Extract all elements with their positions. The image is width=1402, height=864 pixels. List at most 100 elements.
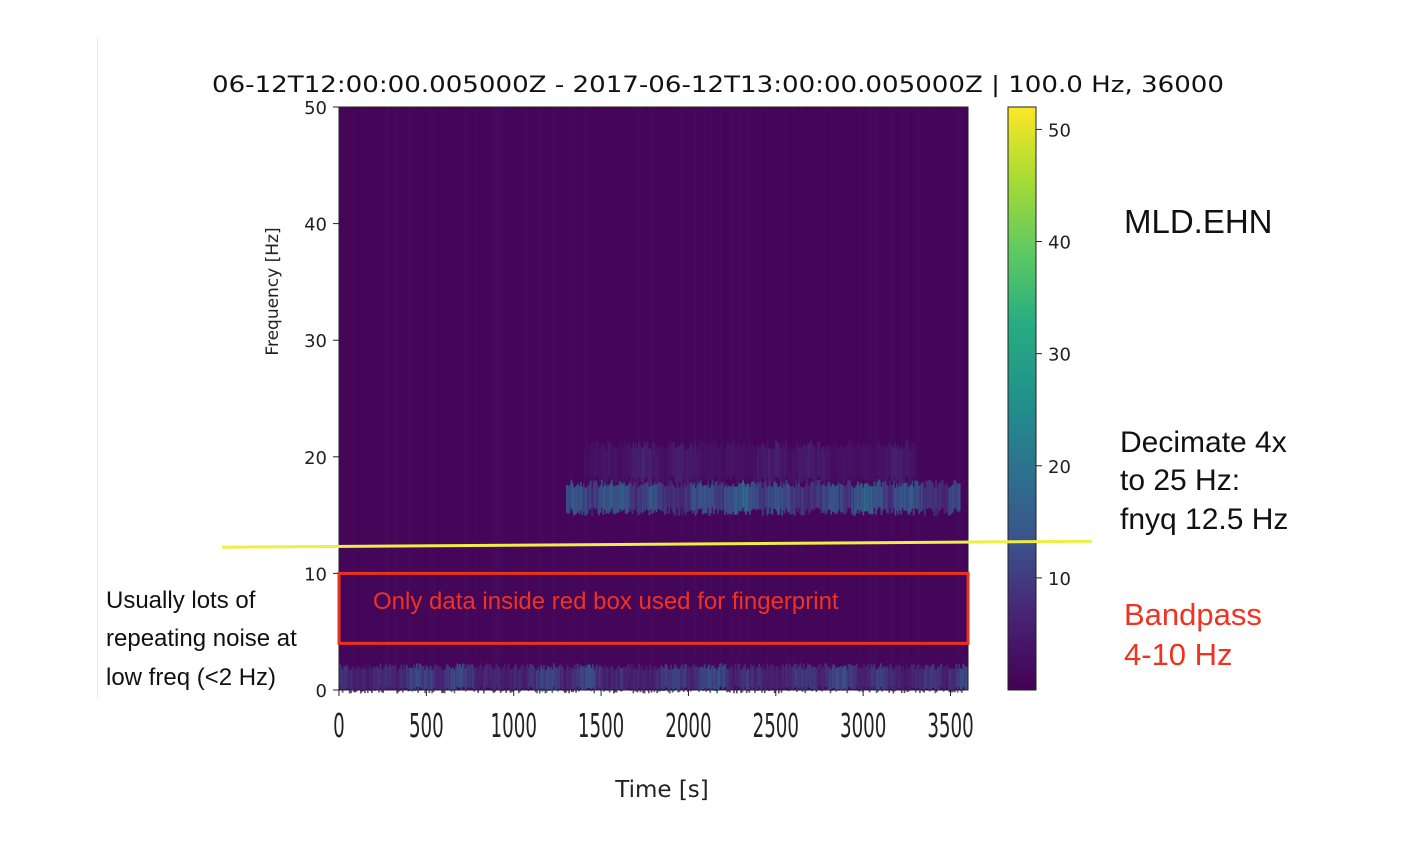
spectrogram-band-cell xyxy=(694,665,696,689)
spectrogram-band-cell xyxy=(805,450,808,486)
spectrogram-band-cell xyxy=(686,483,689,512)
spectrogram-band-cell xyxy=(781,487,784,516)
spectrogram-band-cell xyxy=(606,485,609,514)
spectrogram-band-cell xyxy=(538,670,541,694)
spectrogram-band-cell xyxy=(759,666,762,690)
spectrogram-band-cell xyxy=(690,481,693,510)
spectrogram-band-cell xyxy=(652,665,654,690)
spectrogram-band-cell xyxy=(872,486,874,515)
spectrogram-band-cell xyxy=(624,667,626,691)
spectrogram-band-cell xyxy=(605,450,608,486)
spectrogram-band-cell xyxy=(929,480,932,509)
spectrogram-band-cell xyxy=(907,668,910,692)
spectrogram-striation xyxy=(873,107,876,690)
spectrogram-band-cell xyxy=(583,666,586,690)
spectrogram-band-cell xyxy=(882,666,885,691)
spectrogram-band-cell xyxy=(582,483,585,512)
spectrogram-band-cell xyxy=(860,448,863,484)
spectrogram-band-cell xyxy=(842,485,845,514)
spectrogram-band-cell xyxy=(387,665,390,689)
spectrogram-band-cell xyxy=(590,443,593,479)
spectrogram-band-cell xyxy=(746,483,749,512)
plot-frame xyxy=(338,106,969,691)
spectrogram-band-cell xyxy=(914,669,917,693)
spectrogram-band-cell xyxy=(738,447,741,483)
spectrogram-band-cell xyxy=(949,668,952,692)
spectrogram-background xyxy=(339,107,968,690)
spectrogram-striation xyxy=(445,107,449,690)
spectrogram-band-cell xyxy=(670,481,673,510)
spectrogram-striation xyxy=(387,107,390,690)
spectrogram-band-cell xyxy=(584,487,587,516)
spectrogram-band-cell xyxy=(389,664,392,688)
spectrogram-band-cell xyxy=(457,664,460,689)
spectrogram-band-cell xyxy=(420,664,422,688)
spectrogram-band-cell xyxy=(833,484,835,513)
spectrogram-band-cell xyxy=(719,663,721,687)
spectrogram-band-cell xyxy=(944,666,946,690)
spectrogram-band-cell xyxy=(450,668,453,692)
spectrogram-band-cell xyxy=(765,449,768,485)
spectrogram-band-cell xyxy=(731,486,733,515)
spectrogram-band-cell xyxy=(629,447,632,483)
spectrogram-band-cell xyxy=(653,668,656,692)
spectrogram-band-cell xyxy=(705,442,707,478)
spectrogram-band-cell xyxy=(492,669,495,694)
spectrogram-band-cell xyxy=(726,486,729,515)
spectrogram-band-cell xyxy=(856,443,858,479)
spectrogram-band-cell xyxy=(966,666,969,691)
spectrogram-band-cell xyxy=(814,445,816,481)
spectrogram-band-cell xyxy=(680,665,682,690)
spectrogram-band-cell xyxy=(786,483,789,512)
spectrogram-band-cell xyxy=(741,445,744,481)
spectrogram-band-cell xyxy=(639,446,642,482)
spectrogram-band-cell xyxy=(376,666,379,690)
spectrogram-striation xyxy=(552,107,555,690)
spectrogram-band-cell xyxy=(748,440,751,476)
spectrogram-band-cell xyxy=(764,479,767,508)
spectrogram-band-cell xyxy=(659,446,661,482)
spectrogram-band-cell xyxy=(407,668,410,692)
spectrogram-band-cell xyxy=(896,444,899,480)
spectrogram-band-cell xyxy=(771,486,774,515)
spectrogram-band-cell xyxy=(456,663,459,687)
spectrogram-band-cell xyxy=(780,448,783,484)
spectrogram-band-cell xyxy=(614,669,617,693)
spectrogram-band-cell xyxy=(445,666,447,690)
spectrogram-striation xyxy=(542,107,545,690)
spectrogram-band-cell xyxy=(830,486,833,515)
spectrogram-band-cell xyxy=(659,668,661,692)
spectrogram-band-cell xyxy=(565,668,568,693)
spectrogram-band-cell xyxy=(849,446,851,482)
spectrogram-band-cell xyxy=(787,667,790,692)
spectrogram-band-cell xyxy=(725,484,728,513)
spectrogram-band-cell xyxy=(382,669,385,694)
spectrogram-band-cell xyxy=(610,445,612,481)
spectrogram-band-cell xyxy=(956,482,958,511)
spectrogram-band-cell xyxy=(643,483,645,512)
spectrogram-band-cell xyxy=(551,669,554,693)
spectrogram-band-cell xyxy=(743,483,746,512)
spectrogram-band-cell xyxy=(863,443,865,479)
spectrogram-band-cell xyxy=(586,664,589,689)
red-box-label: Only data inside red box used for finger… xyxy=(373,588,839,615)
spectrogram-band-cell xyxy=(811,443,814,479)
spectrogram-striation xyxy=(504,107,507,690)
spectrogram-striation xyxy=(485,107,488,690)
spectrogram-band-cell xyxy=(711,479,714,508)
spectrogram-band-cell xyxy=(859,482,862,511)
spectrogram-band-cell xyxy=(755,450,758,485)
spectrogram-band-cell xyxy=(689,443,692,479)
spectrogram-band-cell xyxy=(824,663,826,688)
spectrogram-band-cell xyxy=(580,666,583,690)
spectrogram-band-cell xyxy=(911,480,914,509)
spectrogram-band-cell xyxy=(724,486,726,515)
spectrogram-band-cell xyxy=(844,486,846,515)
spectrogram-striation xyxy=(875,107,878,690)
spectrogram-band-cell xyxy=(652,441,654,477)
spectrogram-striation xyxy=(957,107,960,690)
spectrogram-band-cell xyxy=(661,482,663,511)
spectrogram-band-cell xyxy=(870,663,872,687)
spectrogram-band-cell xyxy=(796,484,799,513)
spectrogram-band-cell xyxy=(912,665,914,689)
